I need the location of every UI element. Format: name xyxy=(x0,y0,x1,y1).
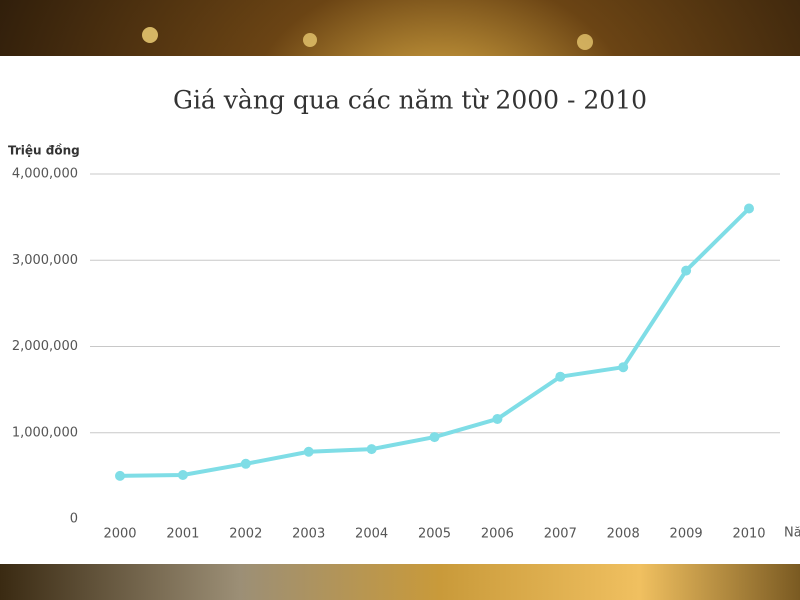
data-point xyxy=(618,362,629,373)
background-bottom xyxy=(0,560,800,600)
x-tick-label: 2008 xyxy=(607,527,640,542)
data-point xyxy=(115,470,125,481)
x-tick-label: 2003 xyxy=(292,527,325,542)
y-tick-label: 1,000,000 xyxy=(12,425,78,440)
x-tick-label: 2009 xyxy=(670,527,703,542)
bokeh xyxy=(577,34,593,50)
x-tick-label: 2005 xyxy=(418,527,451,542)
data-point xyxy=(492,413,503,424)
y-tick-label: 2,000,000 xyxy=(12,339,78,354)
x-tick-label: 2006 xyxy=(481,527,514,542)
data-point xyxy=(681,265,692,276)
y-tick-label: 3,000,000 xyxy=(12,253,78,268)
bokeh xyxy=(142,27,158,43)
chart-panel xyxy=(0,56,800,564)
x-tick-label: 2001 xyxy=(166,527,199,542)
data-point xyxy=(240,458,251,469)
x-tick-label: 2010 xyxy=(732,527,765,542)
data-point xyxy=(429,432,440,443)
data-point xyxy=(555,371,566,382)
data-point xyxy=(177,470,188,481)
bokeh xyxy=(303,33,317,47)
x-axis-label: Nă xyxy=(784,526,800,541)
data-point xyxy=(366,444,377,455)
y-tick-label: 4,000,000 xyxy=(12,167,78,182)
x-tick-label: 2007 xyxy=(544,527,577,542)
y-axis-label: Triệu đồng xyxy=(8,144,80,158)
data-point xyxy=(744,203,754,214)
chart-title: Giá vàng qua các năm từ 2000 - 2010 xyxy=(173,86,647,115)
x-tick-label: 2002 xyxy=(229,527,262,542)
y-tick-label: 0 xyxy=(70,512,78,527)
data-point xyxy=(303,446,314,457)
x-tick-label: 2004 xyxy=(355,527,388,542)
x-tick-label: 2000 xyxy=(103,527,136,542)
